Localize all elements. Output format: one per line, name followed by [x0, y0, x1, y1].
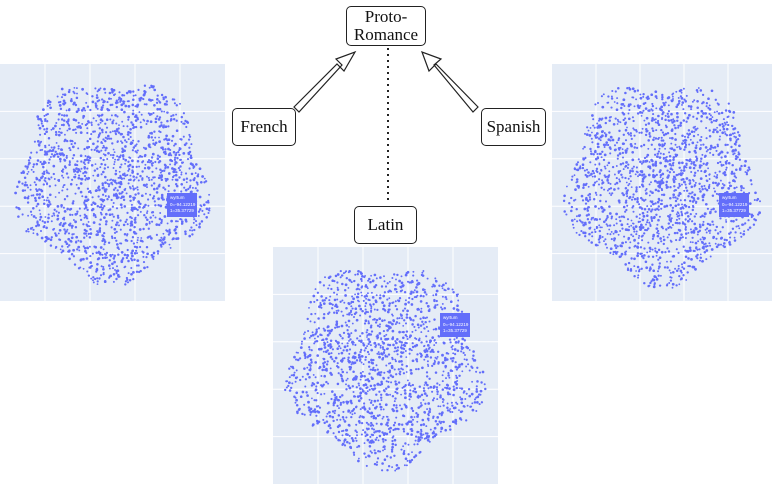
- french-label: French: [240, 117, 288, 136]
- tooltip-word: wyrtum: [170, 195, 185, 200]
- tooltip-word: wyrtum: [443, 315, 458, 320]
- latin-label: Latin: [367, 215, 404, 234]
- french-to-proto-arrow: [293, 50, 357, 113]
- scatter-points: [562, 86, 761, 289]
- spanish-label: Spanish: [486, 117, 541, 136]
- plot-grid: [273, 247, 498, 484]
- scatter-points: [284, 269, 487, 472]
- hover-tooltip: wyrtum 0=-94.12219 1=35.37729: [440, 313, 470, 337]
- latin-embedding-plot: wyrtum 0=-94.12219 1=35.37729: [273, 247, 498, 484]
- french-node: French: [232, 108, 296, 146]
- proto-romance-label-line1: Proto-: [364, 7, 408, 26]
- spanish-to-proto-arrow: [420, 50, 479, 113]
- spanish-node: Spanish: [481, 108, 546, 146]
- tooltip-word: wyrtum: [722, 195, 737, 200]
- hover-tooltip: wyrtum 0=-94.12219 1=35.37729: [167, 193, 197, 217]
- proto-romance-node: Proto- Romance: [346, 6, 426, 46]
- scatter-points: [14, 84, 211, 286]
- proto-romance-label-line2: Romance: [353, 25, 419, 44]
- tooltip-y: 1=35.37729: [722, 208, 746, 213]
- french-embedding-plot: wyrtum 0=-94.12219 1=35.37729: [0, 64, 225, 301]
- latin-node: Latin: [354, 206, 417, 244]
- tooltip-x: 0=-94.12219: [170, 201, 196, 207]
- tooltip-x: 0=-94.12219: [722, 201, 748, 207]
- hover-tooltip: wyrtum 0=-94.12219 1=35.37729: [719, 193, 749, 217]
- tooltip-y: 1=35.37729: [443, 328, 467, 333]
- tooltip-y: 1=35.37729: [170, 208, 194, 213]
- tooltip-x: 0=-94.12219: [443, 321, 469, 327]
- spanish-embedding-plot: wyrtum 0=-94.12219 1=35.37729: [552, 64, 772, 301]
